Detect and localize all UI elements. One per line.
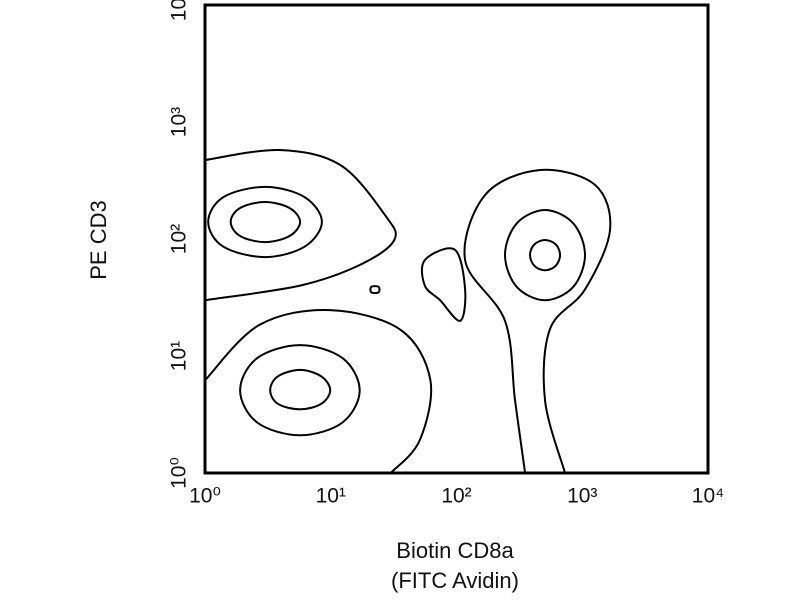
contour-line [420, 247, 467, 322]
x-tick-label: 10⁰ [189, 485, 221, 508]
y-tick-label: 10³ [168, 107, 191, 137]
y-tick-label: 10¹ [168, 341, 191, 371]
contour-line [205, 148, 397, 302]
x-tick-label: 10³ [567, 485, 597, 508]
x-tick-label: 10² [441, 485, 471, 508]
plot-area [205, 5, 708, 473]
x-tick-label: 10¹ [316, 485, 346, 508]
contour-line [463, 168, 612, 473]
y-axis-title: PE CD3 [86, 200, 111, 279]
contour-line [239, 344, 361, 437]
contour-line [205, 308, 433, 473]
y-tick-label: 10⁴ [168, 0, 191, 21]
x-tick-label: 10⁴ [692, 485, 724, 508]
x-axis-title: (FITC Avidin) [391, 568, 519, 593]
contour-line [229, 201, 302, 244]
contour-line [207, 185, 323, 259]
contour-line [269, 368, 332, 411]
y-tick-label: 10⁰ [168, 457, 191, 489]
plot-frame [203, 3, 710, 475]
y-tick-label: 10² [168, 224, 191, 254]
contour-line [504, 209, 586, 302]
contours [205, 148, 612, 473]
contour-line [529, 239, 562, 272]
x-axis-title: Biotin CD8a [396, 538, 514, 563]
contour-line [369, 285, 381, 295]
